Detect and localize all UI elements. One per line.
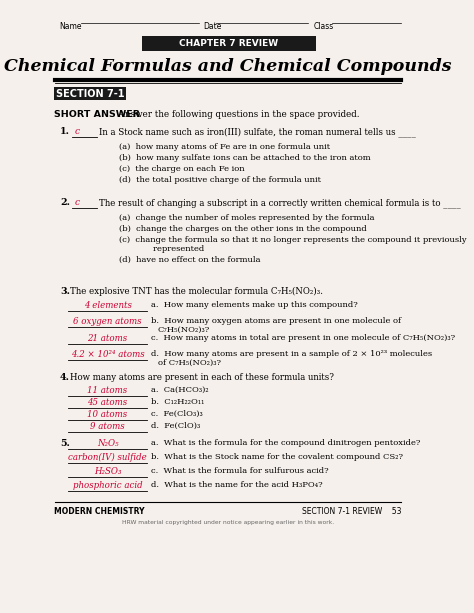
Text: c.  Fe(ClO₃)₃: c. Fe(ClO₃)₃	[151, 410, 203, 418]
Text: 10 atoms: 10 atoms	[88, 410, 128, 419]
Text: SECTION 7-1 REVIEW    53: SECTION 7-1 REVIEW 53	[302, 507, 402, 516]
Text: The result of changing a subscript in a correctly written chemical formula is to: The result of changing a subscript in a …	[99, 198, 461, 208]
Text: 45 atoms: 45 atoms	[88, 398, 128, 407]
Text: SECTION 7-1: SECTION 7-1	[56, 88, 124, 99]
Text: C₇H₅(NO₂)₃?: C₇H₅(NO₂)₃?	[157, 326, 210, 334]
Text: represented: represented	[132, 245, 204, 253]
Text: 4.: 4.	[60, 373, 70, 382]
Text: b.  C₁₂H₂₂O₁₁: b. C₁₂H₂₂O₁₁	[151, 398, 205, 406]
Text: MODERN CHEMISTRY: MODERN CHEMISTRY	[55, 507, 145, 516]
FancyBboxPatch shape	[55, 87, 126, 100]
Text: 21 atoms: 21 atoms	[88, 334, 128, 343]
Text: c: c	[75, 127, 80, 136]
Text: Answer the following questions in the space provided.: Answer the following questions in the sp…	[113, 110, 360, 119]
Text: phosphoric acid: phosphoric acid	[73, 481, 142, 490]
Text: 4.2 × 10²⁴ atoms: 4.2 × 10²⁴ atoms	[71, 350, 145, 359]
Text: d.  What is the name for the acid H₃PO₄?: d. What is the name for the acid H₃PO₄?	[151, 481, 323, 489]
Text: c.  What is the formula for sulfurous acid?: c. What is the formula for sulfurous aci…	[151, 467, 329, 475]
Text: c.  How many atoms in total are present in one molecule of C₇H₅(NO₂)₃?: c. How many atoms in total are present i…	[151, 334, 456, 342]
Text: 6 oxygen atoms: 6 oxygen atoms	[73, 317, 142, 326]
Text: Name: Name	[59, 22, 82, 31]
Text: CHAPTER 7 REVIEW: CHAPTER 7 REVIEW	[179, 39, 278, 48]
Text: (d)  the total positive charge of the formula unit: (d) the total positive charge of the for…	[119, 176, 321, 184]
Text: 9 atoms: 9 atoms	[90, 422, 125, 431]
Text: (c)  the charge on each Fe ion: (c) the charge on each Fe ion	[119, 165, 245, 173]
Text: a.  What is the formula for the compound dinitrogen pentoxide?: a. What is the formula for the compound …	[151, 439, 420, 447]
Text: a.  Ca(HCO₃)₂: a. Ca(HCO₃)₂	[151, 386, 209, 394]
Text: 4 elements: 4 elements	[83, 301, 131, 310]
Text: (b)  how many sulfate ions can be attached to the iron atom: (b) how many sulfate ions can be attache…	[119, 154, 371, 162]
Text: 11 atoms: 11 atoms	[88, 386, 128, 395]
Text: N₂O₅: N₂O₅	[97, 439, 118, 448]
Text: a.  How many elements make up this compound?: a. How many elements make up this compou…	[151, 301, 358, 309]
Text: b.  What is the Stock name for the covalent compound CS₂?: b. What is the Stock name for the covale…	[151, 453, 403, 461]
Text: (a)  change the number of moles represented by the formula: (a) change the number of moles represent…	[119, 214, 375, 222]
Text: c: c	[75, 198, 80, 207]
Text: 2.: 2.	[60, 198, 70, 207]
Text: (d)  have no effect on the formula: (d) have no effect on the formula	[119, 256, 261, 264]
FancyBboxPatch shape	[142, 36, 316, 51]
Text: Chemical Formulas and Chemical Compounds: Chemical Formulas and Chemical Compounds	[4, 58, 452, 75]
Text: H₂SO₃: H₂SO₃	[94, 467, 121, 476]
Text: 3.: 3.	[60, 287, 70, 296]
Text: b.  How many oxygen atoms are present in one molecule of: b. How many oxygen atoms are present in …	[151, 317, 401, 325]
Text: 1.: 1.	[60, 127, 70, 136]
Text: d.  How many atoms are present in a sample of 2 × 10²³ molecules: d. How many atoms are present in a sampl…	[151, 350, 432, 358]
Text: SHORT ANSWER: SHORT ANSWER	[55, 110, 140, 119]
Text: (b)  change the charges on the other ions in the compound: (b) change the charges on the other ions…	[119, 225, 367, 233]
Text: In a Stock name such as iron(III) sulfate, the roman numeral tells us ____: In a Stock name such as iron(III) sulfat…	[99, 127, 416, 137]
Text: HRW material copyrighted under notice appearing earlier in this work.: HRW material copyrighted under notice ap…	[122, 520, 334, 525]
Text: d.  Fe(ClO)₃: d. Fe(ClO)₃	[151, 422, 201, 430]
Text: 5.: 5.	[60, 439, 70, 448]
Text: Date: Date	[203, 22, 221, 31]
Text: carbon(IV) sulfide: carbon(IV) sulfide	[68, 453, 147, 462]
Text: (c)  change the formula so that it no longer represents the compound it previous: (c) change the formula so that it no lon…	[119, 236, 467, 244]
Text: of C₇H₅(NO₂)₃?: of C₇H₅(NO₂)₃?	[157, 359, 220, 367]
Text: (a)  how many atoms of Fe are in one formula unit: (a) how many atoms of Fe are in one form…	[119, 143, 330, 151]
Text: Class: Class	[314, 22, 334, 31]
Text: How many atoms are present in each of these formula units?: How many atoms are present in each of th…	[70, 373, 334, 382]
Text: The explosive TNT has the molecular formula C₇H₅(NO₂)₃.: The explosive TNT has the molecular form…	[70, 287, 323, 296]
